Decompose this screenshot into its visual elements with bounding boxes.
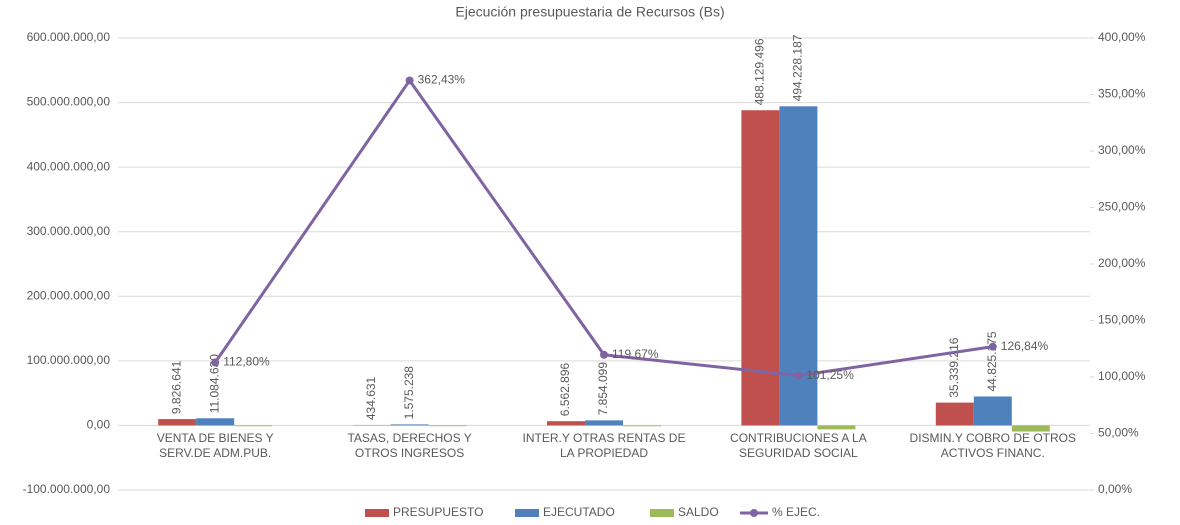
- legend-label: PRESUPUESTO: [393, 505, 483, 519]
- y-tick-label: 600.000.000,00: [27, 30, 111, 44]
- y-tick-label: 300.000.000,00: [27, 224, 111, 238]
- y2-tick-label: 200,00%: [1098, 256, 1146, 270]
- legend-swatch: [750, 509, 758, 517]
- x-tick-label: DISMIN.Y COBRO DE OTROS ACTIVOS FINANC.: [909, 431, 1077, 461]
- line-point: [988, 342, 997, 351]
- legend-label: EJECUTADO: [543, 505, 615, 519]
- data-label: 35.339.216: [947, 337, 961, 397]
- bar: [741, 110, 780, 426]
- bar: [817, 425, 856, 430]
- legend-swatch: [365, 509, 389, 517]
- x-tick-label: VENTA DE BIENES Y SERV.DE ADM.PUB.: [156, 431, 274, 461]
- y2-tick-label: 50,00%: [1098, 426, 1139, 440]
- bar: [1011, 425, 1050, 432]
- line: [213, 77, 994, 378]
- bar: [935, 402, 974, 426]
- y-tick-label: 500.000.000,00: [27, 95, 111, 109]
- x-tick-label: INTER.Y OTRAS RENTAS DE LA PROPIEDAD: [522, 431, 686, 461]
- y2-tick-label: 150,00%: [1098, 313, 1146, 327]
- y-tick-label: 100.000.000,00: [27, 353, 111, 367]
- bar: [547, 421, 585, 426]
- data-label: 126,84%: [1001, 339, 1049, 353]
- data-label: 6.562.896: [558, 362, 572, 416]
- x-tick-label-text: INTER.Y OTRAS RENTAS DE LA PROPIEDAD: [522, 431, 686, 461]
- data-label: 494.228.187: [791, 34, 805, 101]
- bar: [973, 396, 1012, 426]
- y2-tick-label: 250,00%: [1098, 200, 1146, 214]
- x-tick-label: CONTRIBUCIONES A LA SEGURIDAD SOCIAL: [730, 431, 867, 461]
- bar: [196, 418, 235, 426]
- y-tick-label: 400.000.000,00: [27, 159, 111, 173]
- bar: [234, 425, 273, 427]
- x-tick-label-text: CONTRIBUCIONES A LA SEGURIDAD SOCIAL: [730, 431, 867, 461]
- x-tick-label-text: DISMIN.Y COBRO DE OTROS ACTIVOS FINANC.: [909, 431, 1077, 461]
- line-point: [600, 350, 608, 359]
- data-label: 1.575.238: [402, 366, 416, 420]
- data-label: 44.825.175: [985, 331, 999, 391]
- legend-label: SALDO: [678, 505, 719, 519]
- data-label: 11.084.630: [207, 354, 221, 413]
- y2-tick-label: 400,00%: [1098, 30, 1146, 44]
- data-label: 7.854.099: [596, 362, 610, 416]
- line-point: [211, 358, 220, 367]
- data-label: 362,43%: [418, 73, 466, 87]
- data-label: 434.631: [364, 376, 378, 420]
- x-tick-label: TASAS, DERECHOS Y OTROS INGRESOS: [347, 431, 472, 461]
- y2-tick-label: 100,00%: [1098, 369, 1146, 383]
- line-point: [794, 371, 803, 380]
- x-tick-label-text: TASAS, DERECHOS Y OTROS INGRESOS: [347, 431, 472, 461]
- bar: [623, 425, 661, 427]
- bar: [158, 419, 197, 426]
- chart-title: Ejecución presupuestaria de Recursos (Bs…: [455, 4, 724, 20]
- y-tick-label: 0,00: [87, 418, 111, 432]
- y2-tick-label: 0,00%: [1098, 482, 1132, 496]
- y2-tick-label: 300,00%: [1098, 143, 1146, 157]
- y2-tick-label: 350,00%: [1098, 87, 1146, 101]
- legend-swatch: [650, 509, 674, 517]
- legend-swatch: [515, 509, 539, 517]
- bar: [390, 424, 429, 426]
- data-label: 119,67%: [612, 347, 659, 361]
- y-tick-label: 200.000.000,00: [27, 288, 111, 302]
- legend-label: % EJEC.: [772, 505, 820, 519]
- x-tick-label-text: VENTA DE BIENES Y SERV.DE ADM.PUB.: [156, 431, 274, 461]
- data-label: 488.129.496: [753, 38, 767, 105]
- y-tick-label: -100.000.000,00: [23, 482, 111, 496]
- bar: [585, 420, 623, 426]
- bar: [428, 425, 467, 427]
- data-label: 101,25%: [806, 368, 854, 382]
- data-label: 112,80%: [223, 355, 270, 369]
- line-point: [405, 76, 414, 85]
- data-label: 9.826.641: [169, 360, 183, 414]
